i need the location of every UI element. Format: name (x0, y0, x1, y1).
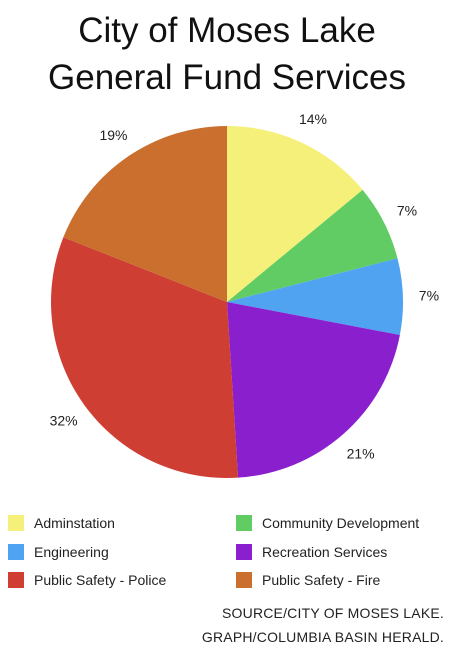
legend-label-public-safety-fire: Public Safety - Fire (262, 572, 381, 588)
legend-swatch-adminstation (8, 515, 24, 531)
legend-swatch-public-safety-fire (236, 572, 252, 588)
pie-slice-engineering (227, 258, 404, 335)
pie-slice-public-safety-police (51, 237, 239, 478)
pie-label-community-development: 7% (397, 202, 417, 218)
legend-item-community-development: Community Development (236, 513, 419, 533)
pie-slices (51, 126, 404, 478)
pie-label-public-safety-police: 32% (50, 413, 78, 429)
pie-label-public-safety-fire: 19% (99, 127, 127, 143)
chart-title-line-1: City of Moses Lake (78, 11, 376, 50)
legend-label-engineering: Engineering (34, 544, 109, 560)
pie-chart: 14% 7% 7% 21% 32% 19% (50, 111, 439, 478)
legend-item-recreation-services: Recreation Services (236, 542, 387, 562)
legend-label-community-development: Community Development (262, 515, 420, 531)
pie-slice-recreation-services (227, 302, 400, 478)
graph-credit: GRAPH/COLUMBIA BASIN HERALD. (201, 629, 444, 645)
pie-label-adminstation: 14% (299, 111, 327, 127)
pie-slice-adminstation (227, 126, 363, 302)
chart-title-line-2: General Fund Services (48, 58, 406, 97)
legend-label-public-safety-police: Public Safety - Police (34, 572, 167, 588)
legend-swatch-engineering (8, 544, 24, 560)
legend-item-public-safety-fire: Public Safety - Fire (236, 570, 380, 590)
legend-swatch-public-safety-police (8, 572, 24, 588)
source-credit: SOURCE/CITY OF MOSES LAKE. (222, 605, 444, 621)
legend-swatch-recreation-services (236, 544, 252, 560)
pie-slice-community-development (227, 189, 398, 302)
legend-item-engineering: Engineering (8, 542, 109, 562)
legend-label-adminstation: Adminstation (34, 515, 115, 531)
pie-label-engineering: 7% (419, 288, 439, 304)
pie-value-labels: 14% 7% 7% 21% 32% 19% (50, 111, 439, 461)
pie-label-recreation-services: 21% (347, 446, 375, 462)
pie-slice-public-safety-fire (63, 126, 227, 302)
legend-swatch-community-development (236, 515, 252, 531)
legend-item-public-safety-police: Public Safety - Police (8, 570, 166, 590)
legend-item-adminstation: Adminstation (8, 513, 115, 533)
legend-label-recreation-services: Recreation Services (262, 544, 388, 560)
